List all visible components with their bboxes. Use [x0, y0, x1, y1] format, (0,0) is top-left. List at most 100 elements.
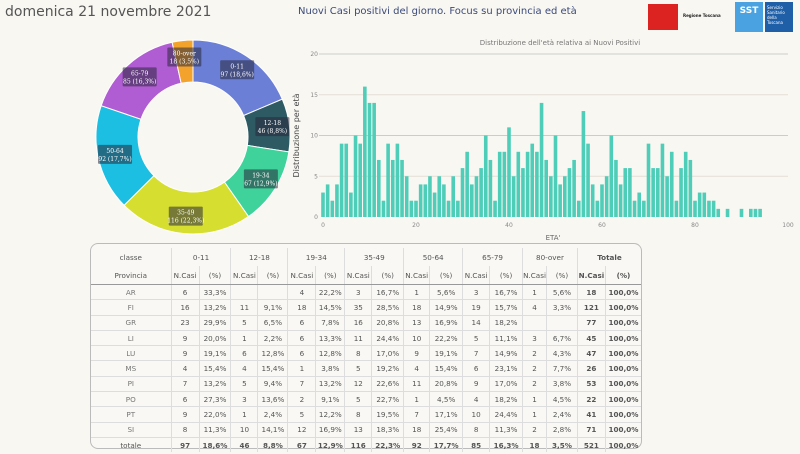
table-cell: 13 [403, 315, 430, 331]
table-cell: 6 [170, 284, 200, 301]
histogram-bar [521, 168, 525, 217]
table-cell: 8 [344, 406, 372, 423]
histogram-bar [493, 200, 497, 217]
histogram-bar [325, 184, 330, 217]
table-cell: 18,2% [489, 391, 523, 408]
table-cell: 41 [576, 406, 606, 423]
table-cell: 100,0% [604, 345, 641, 362]
histogram-bar [609, 135, 614, 217]
table-cell: 71 [576, 422, 606, 438]
histogram-bar [595, 200, 600, 217]
table-cell: 11 [230, 299, 258, 316]
table-cell: 2,2% [257, 330, 288, 347]
total-cell: 18,6% [198, 436, 231, 453]
table-cell [230, 284, 258, 301]
histogram-bar [507, 127, 511, 217]
sst-logo: SST [735, 2, 763, 32]
x-tick-label: 0 [321, 222, 325, 229]
total-cell: 16,3% [489, 436, 523, 453]
donut-label-bg [220, 60, 255, 80]
histogram-bar [390, 159, 395, 217]
histogram-bar [563, 176, 567, 217]
table-cell: 16,7% [371, 284, 404, 301]
histogram-bar [465, 151, 469, 217]
table-cell: 5,6% [429, 284, 463, 301]
table-cell: 11 [344, 330, 372, 347]
histogram-bar [511, 176, 516, 217]
table-row: PO 6 27,3% 3 13,6% 2 9,1% 5 22,7% 1 4,5% 4 18,2% 1 4,5… [91, 391, 641, 408]
table-cell: 12,8% [257, 345, 288, 362]
subheader: (%) [198, 266, 231, 285]
histogram-bar [330, 200, 335, 217]
table-cell: 3 [522, 330, 547, 347]
table-cell: 1 [522, 391, 547, 408]
table-cell: 27,3% [198, 391, 231, 408]
column-header-12-18: 12-18 [230, 248, 288, 266]
histogram-bar [604, 176, 609, 217]
table-cell: 2,4% [257, 406, 288, 423]
table-cell: 8 [344, 345, 372, 362]
table-cell: 19,1% [429, 345, 463, 362]
province-cell: SI [91, 422, 172, 438]
table-cell: 6 [287, 315, 316, 331]
table-cell [257, 284, 288, 301]
histogram-bar [372, 102, 376, 217]
histogram-bar [558, 184, 562, 217]
header-row-fields: Provincia N.Casi (%) N.Casi (%) N.Casi (%) N.Ca… [91, 266, 641, 285]
table-cell: 100,0% [604, 315, 641, 331]
donut-label-value: 92 (17,7%) [98, 156, 131, 163]
column-header-35-49: 35-49 [344, 248, 404, 266]
table-cell: 3 [344, 284, 372, 301]
table-cell: 18 [403, 422, 430, 438]
histogram-bar [414, 200, 418, 217]
histogram-bar [358, 143, 362, 217]
table-cell: 3 [462, 284, 490, 301]
total-cell: 116 [344, 436, 372, 453]
column-header-Totale: Totale [576, 248, 641, 266]
table-cell: 4,5% [546, 391, 578, 408]
subheader: N.Casi [344, 266, 372, 285]
total-cell: 92 [403, 436, 430, 453]
table-cell: 20,0% [198, 330, 231, 347]
donut-label-value: 116 (22,3%) [167, 218, 204, 225]
subheader: N.Casi [462, 266, 490, 285]
table-cell: 77 [576, 315, 606, 331]
table-cell: 11 [403, 376, 430, 393]
total-cell: 67 [287, 436, 316, 453]
histogram-bar [488, 159, 493, 217]
table-cell: 100,0% [604, 284, 641, 301]
province-table-panel: classe 0-11 12-18 19-34 35-49 50-64 65-79 80-ov… [90, 243, 642, 453]
column-header-classe: classe [119, 252, 142, 262]
total-cell: 521 [576, 436, 606, 453]
histogram-bar [665, 176, 669, 217]
histogram-bar [353, 135, 358, 217]
table-cell: 22 [576, 391, 606, 408]
table-cell: 16,9% [315, 422, 345, 438]
table-cell: 18 [576, 284, 606, 301]
histogram-bar [707, 200, 711, 217]
histogram-bar [656, 168, 660, 217]
histogram-bar [576, 200, 581, 217]
histogram-bar [470, 184, 474, 217]
histogram-bar [637, 192, 641, 217]
table-cell: 19 [462, 299, 490, 316]
donut-label-bg [122, 67, 157, 87]
province-cell: GR [91, 315, 172, 331]
subheader: (%) [546, 266, 578, 285]
histogram-bar [530, 143, 535, 217]
histogram-bar [377, 159, 381, 217]
table-cell: 1 [522, 406, 547, 423]
subheader: Provincia [91, 266, 172, 285]
table-cell: 18 [403, 299, 430, 316]
donut-label-class: 35-49 [177, 210, 194, 217]
table-cell: 4 [287, 284, 316, 301]
table-cell: 2,4% [546, 406, 578, 423]
header-row-classes: classe 0-11 12-18 19-34 35-49 50-64 65-79 80-ov… [91, 248, 641, 266]
table-cell: 1 [403, 391, 430, 408]
regione-toscana-logo-text: Regione Toscana [683, 13, 721, 18]
table-cell: 100,0% [604, 422, 641, 438]
y-axis-label: Distribuzione per età [292, 93, 301, 177]
table-cell: 2,8% [546, 422, 578, 438]
table-cell: 6 [462, 360, 490, 377]
histogram-bar [679, 168, 683, 217]
